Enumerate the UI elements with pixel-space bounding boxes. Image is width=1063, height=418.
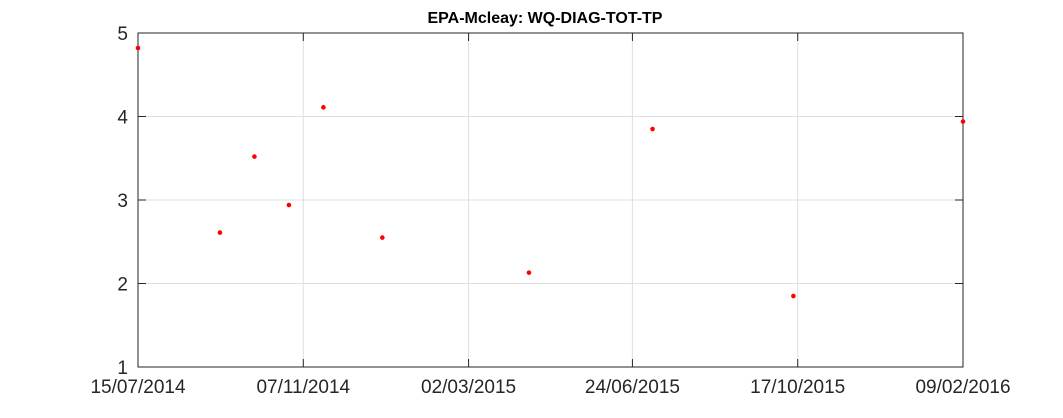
x-tick-label: 17/10/2015 bbox=[750, 377, 845, 398]
chart-title: EPA-Mcleay: WQ-DIAG-TOT-TP bbox=[428, 10, 663, 27]
data-point bbox=[321, 105, 326, 110]
x-tick-label: 07/11/2014 bbox=[256, 377, 350, 398]
data-point bbox=[135, 45, 141, 51]
y-tick-label: 2 bbox=[117, 275, 128, 296]
data-point bbox=[217, 230, 223, 235]
data-points bbox=[135, 45, 966, 299]
tick-layer: 15/07/2014 07/11/2014 02/03/2015 24/06/2015… bbox=[90, 24, 1010, 398]
data-point bbox=[526, 270, 532, 275]
x-tick-label: 02/03/2015 bbox=[421, 377, 516, 398]
data-point bbox=[650, 126, 655, 132]
data-point bbox=[960, 119, 966, 124]
x-tick-label: 24/06/2015 bbox=[585, 377, 680, 398]
y-tick-label: 4 bbox=[117, 108, 128, 129]
grid-layer bbox=[138, 33, 963, 367]
data-point bbox=[791, 293, 796, 299]
data-point bbox=[380, 235, 385, 240]
x-tick-label: 09/02/2016 bbox=[915, 377, 1010, 398]
y-tick-label: 5 bbox=[117, 24, 128, 45]
data-point bbox=[286, 202, 292, 208]
y-tick-label: 1 bbox=[117, 358, 128, 379]
y-tick-label: 3 bbox=[117, 191, 128, 212]
data-point bbox=[252, 154, 257, 159]
x-tick-label: 15/07/2014 bbox=[90, 377, 186, 398]
